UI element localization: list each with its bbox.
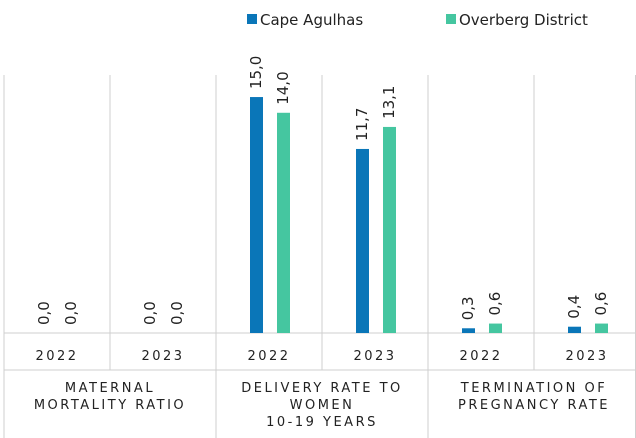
x-tick-label: 2022 — [247, 349, 290, 364]
legend-swatch — [446, 14, 456, 24]
bar — [383, 126, 396, 333]
value-label: 0,6 — [486, 292, 504, 316]
bar — [595, 323, 608, 333]
value-label: 0,6 — [592, 292, 610, 316]
group-label: PREGNANCY RATE — [458, 398, 610, 413]
group-label: DELIVERY RATE TO — [241, 381, 403, 396]
group-label: TERMINATION OF — [460, 381, 607, 396]
bar — [277, 112, 290, 333]
value-label: 0,3 — [459, 296, 477, 320]
bar — [356, 148, 369, 333]
x-tick-label: 2023 — [353, 349, 396, 364]
group-label: WOMEN — [290, 398, 355, 413]
value-label: 14,0 — [274, 71, 292, 104]
group-label: MATERNAL — [65, 381, 155, 396]
group-label: MORTALITY RATIO — [34, 398, 186, 413]
value-label: 11,7 — [353, 108, 371, 141]
bar — [568, 326, 581, 333]
x-tick-label: 2023 — [141, 349, 184, 364]
value-label: 0,0 — [141, 301, 159, 325]
bar — [489, 323, 502, 333]
legend-label: Overberg District — [459, 11, 588, 29]
bar — [250, 97, 263, 333]
value-label: 15,0 — [247, 56, 265, 89]
value-label: 0,4 — [565, 295, 583, 319]
x-tick-label: 2023 — [565, 349, 608, 364]
x-tick-label: 2022 — [459, 349, 502, 364]
legend-label: Cape Agulhas — [260, 11, 363, 29]
value-label: 13,1 — [380, 86, 398, 119]
value-label: 0,0 — [168, 301, 186, 325]
value-label: 0,0 — [35, 301, 53, 325]
x-tick-label: 2022 — [35, 349, 78, 364]
legend-swatch — [247, 14, 257, 24]
bar — [462, 328, 475, 333]
group-label: 10-19 YEARS — [266, 415, 378, 430]
value-label: 0,0 — [62, 301, 80, 325]
